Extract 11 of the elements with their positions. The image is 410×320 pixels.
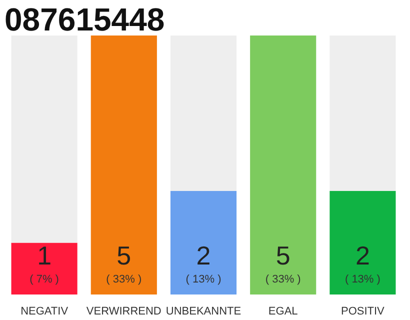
x-tick-label: POSITIV bbox=[341, 306, 386, 318]
x-tick-label: UNBEKANNTE bbox=[166, 306, 242, 318]
data-label: 5 ( 33% ) bbox=[106, 240, 142, 286]
x-tick-label: VERWIRREND bbox=[86, 306, 162, 318]
x-tick-label: NEGATIV bbox=[20, 306, 69, 318]
x-tick-label: EGAL bbox=[268, 306, 298, 318]
data-label: 2 ( 13% ) bbox=[344, 240, 380, 286]
data-label: 5 ( 33% ) bbox=[265, 240, 301, 286]
chart-title: 087615448 bbox=[4, 2, 165, 38]
data-label: 1 ( 7% ) bbox=[30, 240, 59, 286]
data-label: 2 ( 13% ) bbox=[186, 240, 222, 286]
